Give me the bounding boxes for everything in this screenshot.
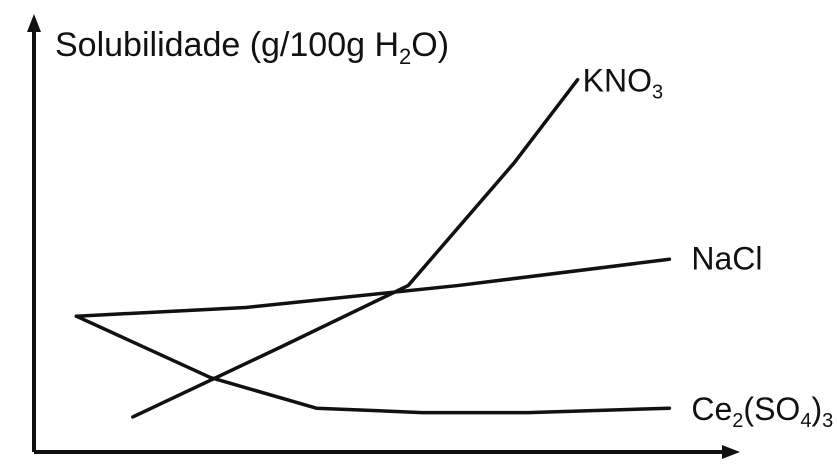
y-axis-label: Solubilidade (g/100g H2O)	[55, 26, 449, 69]
series-line-kno3	[131, 77, 580, 419]
series-label-kno3: KNO3	[583, 63, 663, 104]
series-line-ce2-so4-3	[74, 314, 672, 415]
x-axis-arrow-icon	[722, 445, 740, 459]
series-label-nacl: NaCl	[691, 240, 762, 276]
series-line-nacl	[74, 257, 672, 318]
series-layer	[74, 77, 672, 419]
y-axis-arrow-icon	[27, 14, 41, 32]
series-labels: KNO3 NaCl Ce2(SO4)3	[583, 63, 834, 433]
series-label-ce2-so4-3: Ce2(SO4)3	[691, 391, 833, 432]
